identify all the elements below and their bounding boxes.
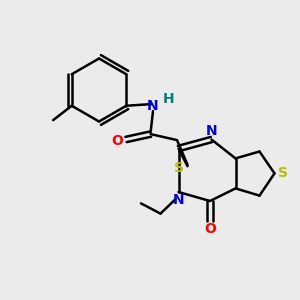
Text: S: S	[174, 161, 184, 175]
Text: O: O	[112, 134, 124, 148]
Text: N: N	[173, 194, 184, 207]
Text: O: O	[204, 222, 216, 236]
Text: N: N	[147, 99, 159, 112]
Text: S: S	[278, 167, 288, 180]
Text: H: H	[163, 92, 174, 106]
Text: N: N	[206, 124, 217, 138]
